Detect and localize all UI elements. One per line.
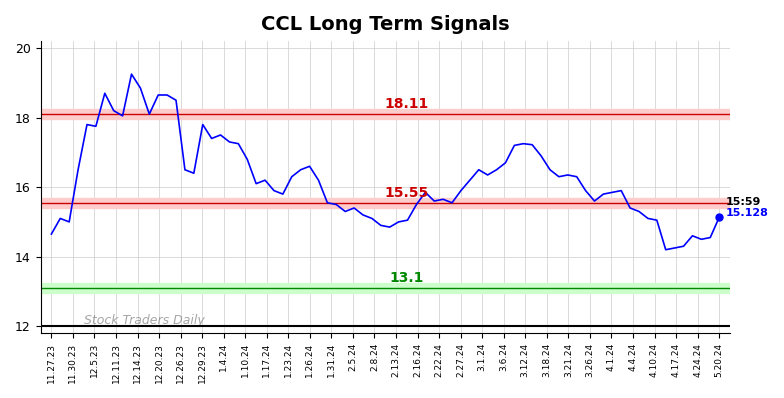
Text: Stock Traders Daily: Stock Traders Daily xyxy=(84,314,205,328)
Bar xyxy=(41,109,730,119)
Text: 15.128: 15.128 xyxy=(726,208,768,218)
Text: 15:59: 15:59 xyxy=(726,197,761,207)
Text: 18.11: 18.11 xyxy=(385,97,429,111)
Text: 15.55: 15.55 xyxy=(385,186,429,200)
Text: 13.1: 13.1 xyxy=(390,271,424,285)
Bar xyxy=(41,283,730,293)
Title: CCL Long Term Signals: CCL Long Term Signals xyxy=(261,15,510,34)
Bar xyxy=(41,197,730,208)
